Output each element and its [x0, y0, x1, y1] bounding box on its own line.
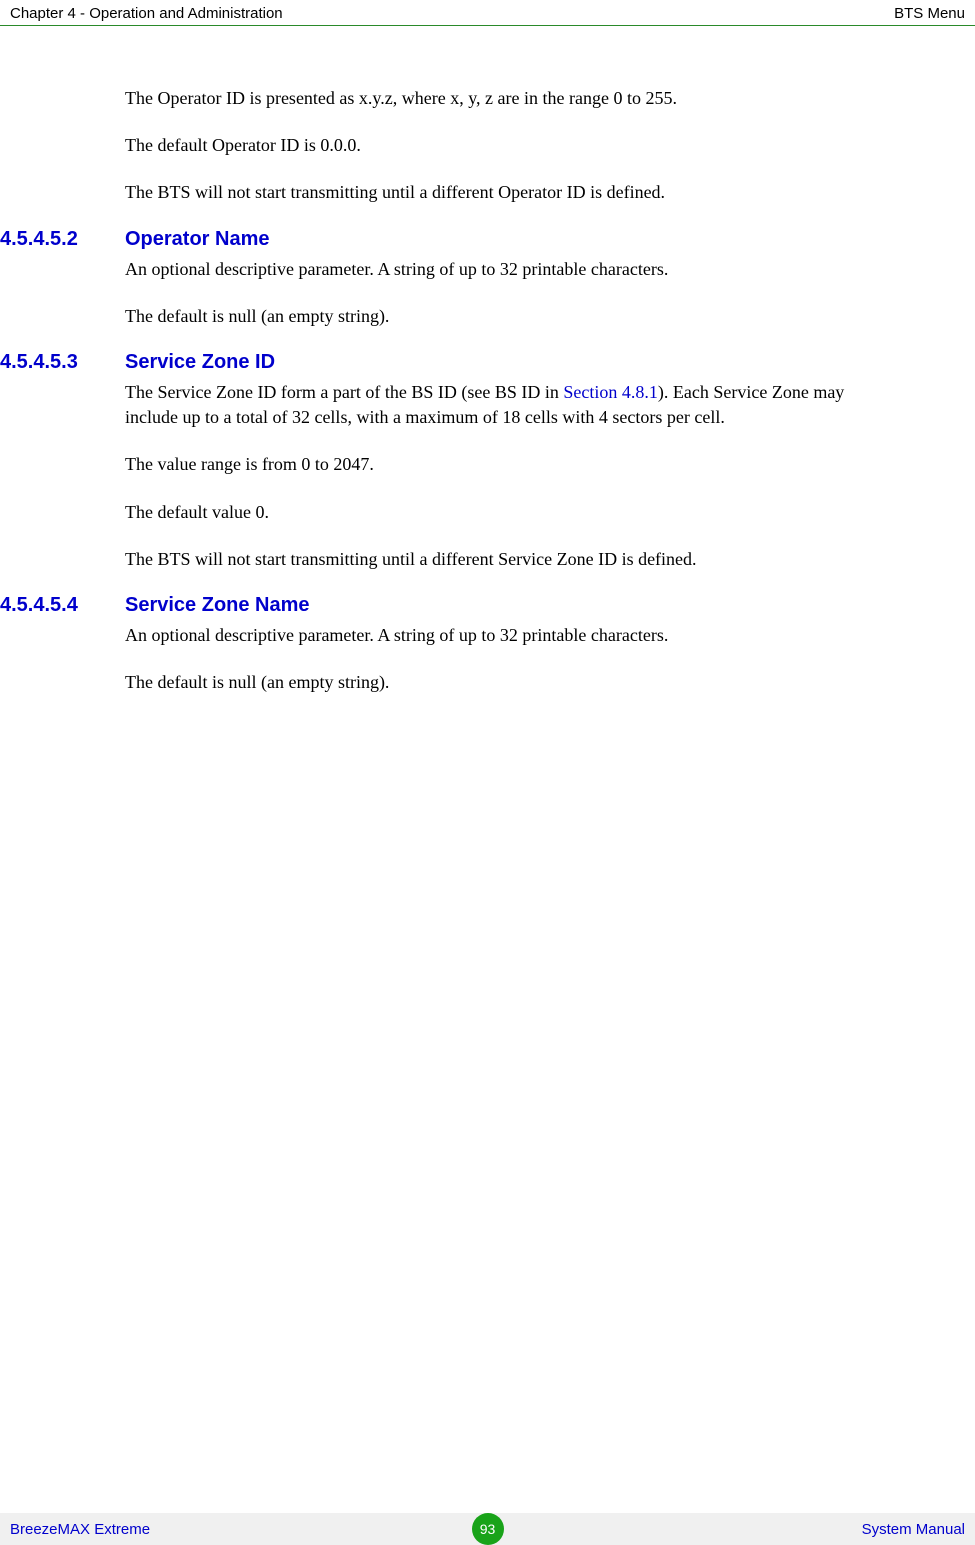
page-content: The Operator ID is presented as x.y.z, w… [0, 26, 975, 695]
section-heading-service-zone-name: 4.5.4.5.4 Service Zone Name [95, 594, 880, 617]
intro-paragraph: The Operator ID is presented as x.y.z, w… [125, 86, 880, 111]
body-paragraph: The default value 0. [125, 500, 880, 525]
body-paragraph: The default is null (an empty string). [125, 304, 880, 329]
page-header: Chapter 4 - Operation and Administration… [0, 0, 975, 26]
page-number-badge: 93 [472, 1513, 504, 1545]
body-paragraph: An optional descriptive parameter. A str… [125, 257, 880, 282]
footer-manual: System Manual [862, 1521, 965, 1538]
section-title: Service Zone Name [125, 594, 310, 617]
body-paragraph: The Service Zone ID form a part of the B… [125, 380, 880, 430]
section-title: Service Zone ID [125, 351, 275, 374]
section-title: Operator Name [125, 228, 270, 251]
section-heading-operator-name: 4.5.4.5.2 Operator Name [95, 228, 880, 251]
body-paragraph: The default is null (an empty string). [125, 670, 880, 695]
section-heading-service-zone-id: 4.5.4.5.3 Service Zone ID [95, 351, 880, 374]
body-paragraph: The BTS will not start transmitting unti… [125, 547, 880, 572]
header-chapter: Chapter 4 - Operation and Administration [10, 5, 283, 22]
section-number: 4.5.4.5.2 [0, 228, 135, 251]
body-paragraph: An optional descriptive parameter. A str… [125, 623, 880, 648]
intro-paragraph: The BTS will not start transmitting unti… [125, 180, 880, 205]
body-paragraph: The value range is from 0 to 2047. [125, 452, 880, 477]
header-menu: BTS Menu [894, 5, 965, 22]
page-footer: BreezeMAX Extreme 93 System Manual [0, 1513, 975, 1545]
section-link[interactable]: Section 4.8.1 [563, 382, 658, 402]
page-number: 93 [480, 1521, 496, 1537]
text-fragment: The Service Zone ID form a part of the B… [125, 382, 563, 402]
intro-paragraph: The default Operator ID is 0.0.0. [125, 133, 880, 158]
footer-product: BreezeMAX Extreme [10, 1521, 150, 1538]
section-number: 4.5.4.5.4 [0, 594, 135, 617]
section-number: 4.5.4.5.3 [0, 351, 135, 374]
